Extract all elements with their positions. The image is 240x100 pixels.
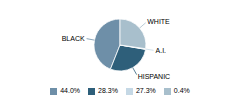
svg-text:A.I.: A.I. [156, 47, 167, 54]
html-text:27.3%: 27.3% [135, 87, 156, 94]
svg-text:BLACK: BLACK [62, 35, 85, 42]
html-text:0.4%: 0.4% [173, 87, 190, 94]
html-text:44.0%: 44.0% [60, 87, 81, 94]
html-text:28.3%: 28.3% [98, 87, 118, 94]
svg-text:WHITE: WHITE [147, 18, 170, 25]
svg-text:HISPANIC: HISPANIC [138, 73, 171, 80]
